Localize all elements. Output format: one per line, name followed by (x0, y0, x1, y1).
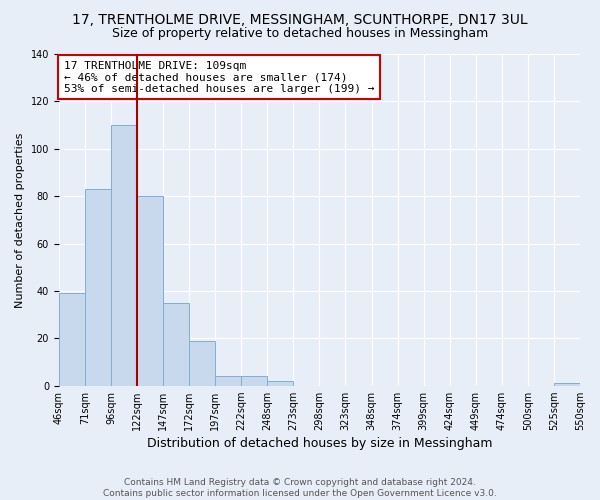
Bar (85, 189, 111, 386)
Bar (59, 294, 85, 386)
Bar (111, 125, 137, 386)
Y-axis label: Number of detached properties: Number of detached properties (15, 132, 25, 308)
Bar (163, 303, 189, 386)
Text: 17, TRENTHOLME DRIVE, MESSINGHAM, SCUNTHORPE, DN17 3UL: 17, TRENTHOLME DRIVE, MESSINGHAM, SCUNTH… (72, 12, 528, 26)
Text: 17 TRENTHOLME DRIVE: 109sqm
← 46% of detached houses are smaller (174)
53% of se: 17 TRENTHOLME DRIVE: 109sqm ← 46% of det… (64, 60, 374, 94)
Text: Contains HM Land Registry data © Crown copyright and database right 2024.
Contai: Contains HM Land Registry data © Crown c… (103, 478, 497, 498)
Text: Size of property relative to detached houses in Messingham: Size of property relative to detached ho… (112, 28, 488, 40)
Bar (215, 376, 241, 386)
Bar (267, 381, 293, 386)
Bar (189, 340, 215, 386)
Bar (137, 196, 163, 386)
X-axis label: Distribution of detached houses by size in Messingham: Distribution of detached houses by size … (146, 437, 492, 450)
Bar (241, 376, 267, 386)
Bar (554, 384, 580, 386)
